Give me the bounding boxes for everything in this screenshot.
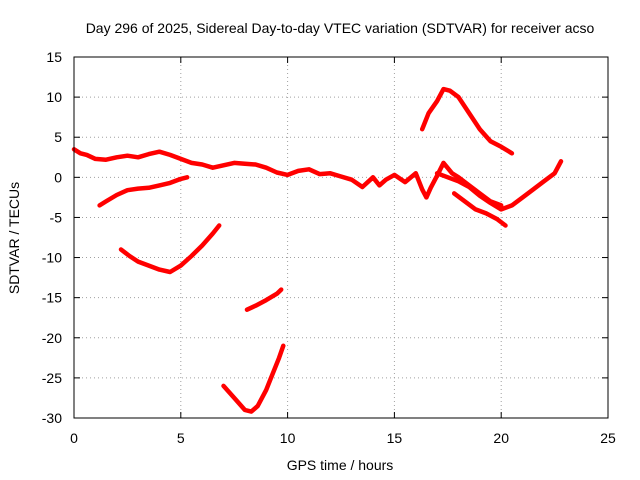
y-tick-labels: -30 -25 -20 -15 -10 -5 0 5 10 15	[42, 49, 62, 426]
x-tick-label: 15	[387, 430, 403, 446]
y-tick-label: -20	[42, 330, 62, 346]
x-tick-label: 10	[280, 430, 296, 446]
y-tick-label: 15	[46, 49, 62, 65]
x-tick-label: 5	[177, 430, 185, 446]
y-tick-label: -30	[42, 410, 62, 426]
axis-ticks	[73, 56, 609, 419]
x-tick-label: 0	[70, 430, 78, 446]
x-tick-label: 20	[493, 430, 509, 446]
y-tick-label: 5	[54, 129, 62, 145]
y-tick-label: -10	[42, 250, 62, 266]
plot-frame	[73, 56, 609, 419]
series-track-upper	[419, 86, 515, 156]
y-tick-label: -15	[42, 290, 62, 306]
x-axis-label: GPS time / hours	[287, 457, 394, 473]
y-tick-label: 0	[54, 169, 62, 185]
series-track-dip	[118, 223, 222, 275]
series-track-rise	[97, 175, 190, 208]
y-axis-label: SDTVAR / TECUs	[6, 182, 22, 294]
y-tick-label: 10	[46, 89, 62, 105]
y-tick-label: -25	[42, 370, 62, 386]
y-tick-label: -5	[50, 209, 63, 225]
chart-title: Day 296 of 2025, Sidereal Day-to-day VTE…	[86, 20, 595, 36]
series-track-short	[244, 287, 284, 312]
series-track-late	[434, 159, 564, 212]
series-layer	[71, 86, 564, 414]
series-track-tail	[451, 191, 508, 228]
x-tick-label: 25	[600, 430, 616, 446]
series-track-main	[71, 147, 504, 208]
grid	[74, 57, 608, 418]
series-track-valley	[221, 343, 286, 414]
x-tick-labels: 0 5 10 15 20 25	[70, 430, 616, 446]
